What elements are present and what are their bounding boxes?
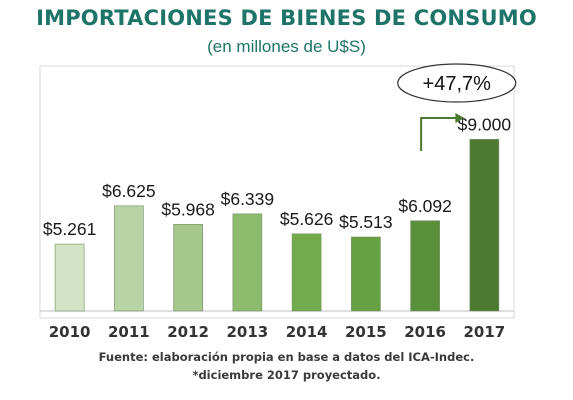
x-tick-2013: 2013: [227, 323, 269, 341]
bar-2015: [351, 236, 381, 312]
data-label-2015: $5.513: [339, 212, 393, 232]
chart-title: IMPORTACIONES DE BIENES DE CONSUMO: [36, 6, 537, 30]
growth-arrow: [420, 117, 458, 151]
bar-2010: [54, 243, 85, 312]
data-label-2016: $6.092: [398, 196, 452, 216]
plot-frame: [39, 65, 515, 319]
bar-2014: [291, 233, 322, 312]
bar-2011: [114, 205, 144, 312]
x-tick-2016: 2016: [404, 323, 446, 341]
growth-text: +47,7%: [423, 73, 492, 95]
x-tick-2010: 2010: [49, 323, 91, 341]
data-label-2012: $5.968: [161, 199, 215, 219]
data-label-2011: $6.625: [102, 181, 156, 201]
bar-2017: [469, 139, 500, 312]
x-tick-2011: 2011: [108, 323, 150, 341]
data-label-2014: $5.626: [280, 209, 334, 229]
growth-callout: [397, 63, 517, 103]
data-label-2017: $9.000: [458, 114, 512, 134]
data-label-2010: $5.261: [43, 219, 97, 239]
source-note: Fuente: elaboración propia en base a dat…: [98, 350, 475, 364]
x-tick-2014: 2014: [286, 323, 328, 341]
bar-2013: [232, 213, 263, 312]
bar-2016: [410, 220, 440, 312]
x-tick-2012: 2012: [167, 323, 209, 341]
projection-note: *diciembre 2017 proyectado.: [192, 368, 381, 382]
x-tick-2015: 2015: [345, 323, 387, 341]
data-label-2013: $6.339: [221, 189, 275, 209]
bar-2012: [173, 223, 203, 312]
x-tick-2017: 2017: [464, 323, 506, 341]
chart-subtitle: (en millones de U$S): [207, 37, 366, 56]
growth-arrow-head: [455, 113, 465, 123]
